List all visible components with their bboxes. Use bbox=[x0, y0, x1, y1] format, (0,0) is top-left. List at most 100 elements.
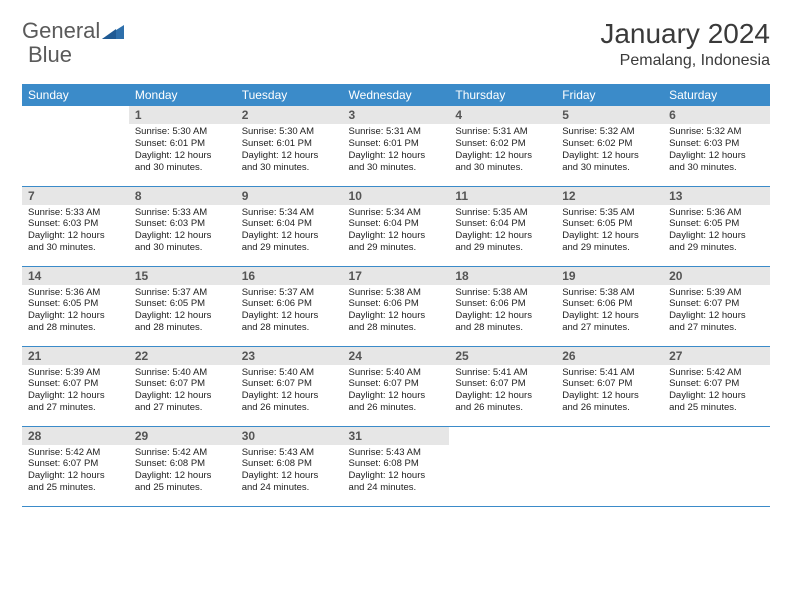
day-details: Sunrise: 5:42 AMSunset: 6:08 PMDaylight:… bbox=[129, 445, 236, 499]
day-number: 22 bbox=[129, 347, 236, 365]
sunset-text: Sunset: 6:01 PM bbox=[349, 138, 444, 150]
day-details: Sunrise: 5:40 AMSunset: 6:07 PMDaylight:… bbox=[129, 365, 236, 419]
calendar-cell: 1Sunrise: 5:30 AMSunset: 6:01 PMDaylight… bbox=[129, 106, 236, 186]
sunset-text: Sunset: 6:03 PM bbox=[669, 138, 764, 150]
brand-logo: General bbox=[22, 18, 126, 44]
calendar-cell: 21Sunrise: 5:39 AMSunset: 6:07 PMDayligh… bbox=[22, 346, 129, 426]
sunrise-text: Sunrise: 5:43 AM bbox=[242, 447, 337, 459]
sunset-text: Sunset: 6:07 PM bbox=[28, 458, 123, 470]
day-details: Sunrise: 5:42 AMSunset: 6:07 PMDaylight:… bbox=[22, 445, 129, 499]
sunrise-text: Sunrise: 5:41 AM bbox=[455, 367, 550, 379]
sunset-text: Sunset: 6:05 PM bbox=[135, 298, 230, 310]
day-number: 28 bbox=[22, 427, 129, 445]
day-details: Sunrise: 5:32 AMSunset: 6:03 PMDaylight:… bbox=[663, 124, 770, 178]
sunrise-text: Sunrise: 5:33 AM bbox=[28, 207, 123, 219]
sunrise-text: Sunrise: 5:36 AM bbox=[669, 207, 764, 219]
day-details: Sunrise: 5:38 AMSunset: 6:06 PMDaylight:… bbox=[556, 285, 663, 339]
calendar-row: 21Sunrise: 5:39 AMSunset: 6:07 PMDayligh… bbox=[22, 346, 770, 426]
daylight-text: Daylight: 12 hours and 29 minutes. bbox=[455, 230, 550, 254]
month-title: January 2024 bbox=[600, 18, 770, 50]
sunrise-text: Sunrise: 5:34 AM bbox=[242, 207, 337, 219]
daylight-text: Daylight: 12 hours and 28 minutes. bbox=[135, 310, 230, 334]
day-number: 14 bbox=[22, 267, 129, 285]
calendar-cell: 31Sunrise: 5:43 AMSunset: 6:08 PMDayligh… bbox=[343, 426, 450, 506]
day-number: 23 bbox=[236, 347, 343, 365]
sunrise-text: Sunrise: 5:35 AM bbox=[562, 207, 657, 219]
day-details: Sunrise: 5:31 AMSunset: 6:02 PMDaylight:… bbox=[449, 124, 556, 178]
calendar-cell: 22Sunrise: 5:40 AMSunset: 6:07 PMDayligh… bbox=[129, 346, 236, 426]
day-details: Sunrise: 5:38 AMSunset: 6:06 PMDaylight:… bbox=[343, 285, 450, 339]
sunset-text: Sunset: 6:06 PM bbox=[455, 298, 550, 310]
day-number: 5 bbox=[556, 106, 663, 124]
sunset-text: Sunset: 6:02 PM bbox=[455, 138, 550, 150]
day-details: Sunrise: 5:40 AMSunset: 6:07 PMDaylight:… bbox=[343, 365, 450, 419]
sunset-text: Sunset: 6:06 PM bbox=[242, 298, 337, 310]
day-number: 1 bbox=[129, 106, 236, 124]
calendar-cell: 16Sunrise: 5:37 AMSunset: 6:06 PMDayligh… bbox=[236, 266, 343, 346]
daylight-text: Daylight: 12 hours and 27 minutes. bbox=[669, 310, 764, 334]
sunset-text: Sunset: 6:04 PM bbox=[455, 218, 550, 230]
day-details: Sunrise: 5:36 AMSunset: 6:05 PMDaylight:… bbox=[22, 285, 129, 339]
day-details: Sunrise: 5:36 AMSunset: 6:05 PMDaylight:… bbox=[663, 205, 770, 259]
sunrise-text: Sunrise: 5:42 AM bbox=[669, 367, 764, 379]
sunrise-text: Sunrise: 5:43 AM bbox=[349, 447, 444, 459]
day-number: 25 bbox=[449, 347, 556, 365]
weekday-header: Tuesday bbox=[236, 84, 343, 106]
day-number: 16 bbox=[236, 267, 343, 285]
daylight-text: Daylight: 12 hours and 28 minutes. bbox=[242, 310, 337, 334]
location-label: Pemalang, Indonesia bbox=[600, 52, 770, 70]
daylight-text: Daylight: 12 hours and 24 minutes. bbox=[349, 470, 444, 494]
calendar-row: 28Sunrise: 5:42 AMSunset: 6:07 PMDayligh… bbox=[22, 426, 770, 506]
calendar-cell: 18Sunrise: 5:38 AMSunset: 6:06 PMDayligh… bbox=[449, 266, 556, 346]
day-number: 12 bbox=[556, 187, 663, 205]
daylight-text: Daylight: 12 hours and 28 minutes. bbox=[28, 310, 123, 334]
sunrise-text: Sunrise: 5:40 AM bbox=[349, 367, 444, 379]
day-number: 8 bbox=[129, 187, 236, 205]
sunset-text: Sunset: 6:07 PM bbox=[242, 378, 337, 390]
weekday-header: Thursday bbox=[449, 84, 556, 106]
calendar-cell: 14Sunrise: 5:36 AMSunset: 6:05 PMDayligh… bbox=[22, 266, 129, 346]
day-details: Sunrise: 5:37 AMSunset: 6:05 PMDaylight:… bbox=[129, 285, 236, 339]
sunset-text: Sunset: 6:07 PM bbox=[349, 378, 444, 390]
daylight-text: Daylight: 12 hours and 30 minutes. bbox=[349, 150, 444, 174]
calendar-cell: 8Sunrise: 5:33 AMSunset: 6:03 PMDaylight… bbox=[129, 186, 236, 266]
day-number: 13 bbox=[663, 187, 770, 205]
calendar-cell bbox=[22, 106, 129, 186]
sunrise-text: Sunrise: 5:32 AM bbox=[562, 126, 657, 138]
day-details: Sunrise: 5:30 AMSunset: 6:01 PMDaylight:… bbox=[129, 124, 236, 178]
sunrise-text: Sunrise: 5:34 AM bbox=[349, 207, 444, 219]
calendar-cell: 19Sunrise: 5:38 AMSunset: 6:06 PMDayligh… bbox=[556, 266, 663, 346]
day-details: Sunrise: 5:33 AMSunset: 6:03 PMDaylight:… bbox=[129, 205, 236, 259]
sunrise-text: Sunrise: 5:37 AM bbox=[135, 287, 230, 299]
sunset-text: Sunset: 6:04 PM bbox=[242, 218, 337, 230]
day-number: 18 bbox=[449, 267, 556, 285]
calendar-row: 1Sunrise: 5:30 AMSunset: 6:01 PMDaylight… bbox=[22, 106, 770, 186]
daylight-text: Daylight: 12 hours and 26 minutes. bbox=[349, 390, 444, 414]
sunset-text: Sunset: 6:04 PM bbox=[349, 218, 444, 230]
calendar-cell: 24Sunrise: 5:40 AMSunset: 6:07 PMDayligh… bbox=[343, 346, 450, 426]
daylight-text: Daylight: 12 hours and 30 minutes. bbox=[135, 230, 230, 254]
sunset-text: Sunset: 6:06 PM bbox=[562, 298, 657, 310]
daylight-text: Daylight: 12 hours and 30 minutes. bbox=[28, 230, 123, 254]
sunset-text: Sunset: 6:01 PM bbox=[135, 138, 230, 150]
day-details: Sunrise: 5:35 AMSunset: 6:04 PMDaylight:… bbox=[449, 205, 556, 259]
calendar-cell: 17Sunrise: 5:38 AMSunset: 6:06 PMDayligh… bbox=[343, 266, 450, 346]
day-details: Sunrise: 5:39 AMSunset: 6:07 PMDaylight:… bbox=[22, 365, 129, 419]
day-number: 7 bbox=[22, 187, 129, 205]
daylight-text: Daylight: 12 hours and 29 minutes. bbox=[562, 230, 657, 254]
day-number: 26 bbox=[556, 347, 663, 365]
day-details: Sunrise: 5:41 AMSunset: 6:07 PMDaylight:… bbox=[449, 365, 556, 419]
day-details: Sunrise: 5:43 AMSunset: 6:08 PMDaylight:… bbox=[236, 445, 343, 499]
sunrise-text: Sunrise: 5:42 AM bbox=[28, 447, 123, 459]
sunset-text: Sunset: 6:02 PM bbox=[562, 138, 657, 150]
day-details: Sunrise: 5:41 AMSunset: 6:07 PMDaylight:… bbox=[556, 365, 663, 419]
weekday-header: Saturday bbox=[663, 84, 770, 106]
calendar-cell: 25Sunrise: 5:41 AMSunset: 6:07 PMDayligh… bbox=[449, 346, 556, 426]
day-details: Sunrise: 5:35 AMSunset: 6:05 PMDaylight:… bbox=[556, 205, 663, 259]
sunrise-text: Sunrise: 5:33 AM bbox=[135, 207, 230, 219]
day-details: Sunrise: 5:38 AMSunset: 6:06 PMDaylight:… bbox=[449, 285, 556, 339]
calendar-cell: 28Sunrise: 5:42 AMSunset: 6:07 PMDayligh… bbox=[22, 426, 129, 506]
sunset-text: Sunset: 6:07 PM bbox=[562, 378, 657, 390]
day-number: 27 bbox=[663, 347, 770, 365]
day-number: 15 bbox=[129, 267, 236, 285]
